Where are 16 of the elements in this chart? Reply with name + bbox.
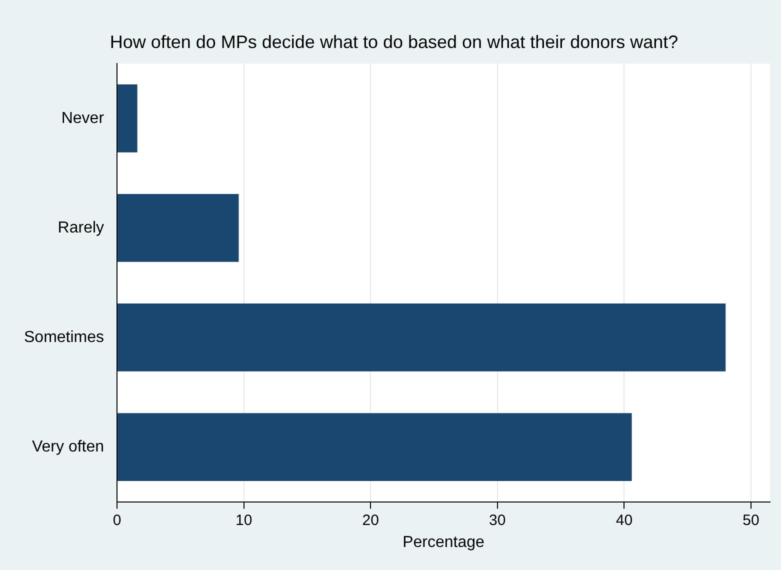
y-tick-label: Sometimes xyxy=(24,328,104,346)
x-tick-label: 10 xyxy=(235,512,252,529)
chart-title: How often do MPs decide what to do based on what their donors want? xyxy=(110,32,678,52)
y-tick-label: Very often xyxy=(32,438,104,456)
y-tick-label: Never xyxy=(61,110,105,127)
y-tick-label: Rarely xyxy=(58,219,104,236)
bar xyxy=(118,304,726,372)
x-tick-label: 50 xyxy=(742,512,760,529)
x-tick-label: 40 xyxy=(616,512,633,529)
x-tick-label: 20 xyxy=(362,512,379,529)
x-axis-title: Percentage xyxy=(402,534,485,551)
bar xyxy=(118,413,632,481)
x-tick-label: 0 xyxy=(112,512,122,529)
x-tick-label: 30 xyxy=(489,512,506,529)
bar xyxy=(118,194,239,262)
bar xyxy=(118,84,138,152)
